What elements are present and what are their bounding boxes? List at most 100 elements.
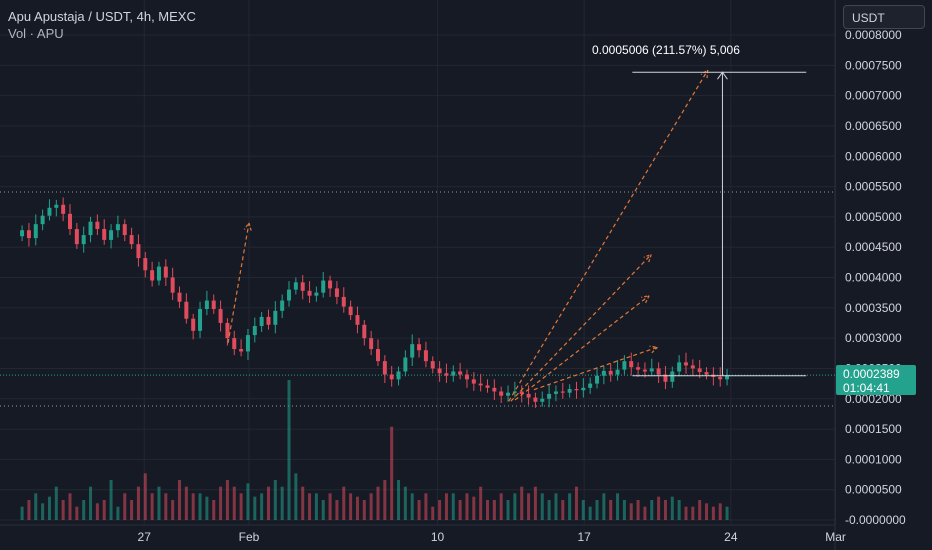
volume-bar	[205, 496, 209, 520]
candle-body	[458, 371, 463, 375]
candle-body	[588, 383, 593, 388]
candle-body	[355, 315, 360, 325]
y-tick-label: 0.0008000	[845, 28, 902, 42]
volume-bar	[109, 480, 113, 520]
candle-body	[156, 266, 161, 281]
volume-bar	[239, 493, 243, 520]
candle-body	[478, 383, 483, 386]
projection-arrow-line	[533, 346, 658, 391]
candle-body	[410, 344, 415, 358]
candle-body	[198, 309, 203, 331]
candle-body	[595, 375, 600, 384]
candle-body	[683, 362, 688, 366]
candle-body	[109, 230, 114, 240]
volume-bar	[266, 486, 270, 520]
volume-bar	[225, 480, 229, 520]
volume-bar	[198, 493, 202, 520]
candle-body	[430, 361, 435, 369]
y-tick-label: 0.0006000	[845, 149, 902, 163]
volume-bar	[636, 500, 640, 520]
current-price-value: 0.0002389	[843, 367, 900, 381]
candle-body	[464, 374, 469, 380]
y-tick-label: 0.0002000	[845, 392, 902, 406]
projection-arrowhead	[243, 221, 252, 231]
volume-bar	[314, 493, 318, 520]
y-tick-label: 0.0003000	[845, 331, 902, 345]
y-tick-label: 0.0001500	[845, 422, 902, 436]
candle-body	[225, 322, 230, 339]
candle-body	[437, 368, 442, 374]
candle-body	[375, 349, 380, 362]
volume-bar	[479, 486, 483, 520]
volume-bar	[602, 493, 606, 520]
projection-arrow-line	[514, 295, 650, 401]
candle-body	[642, 369, 647, 372]
volume-bar	[431, 506, 435, 520]
candle-body	[218, 309, 223, 323]
volume-bar	[718, 503, 722, 520]
volume-bar	[95, 503, 99, 520]
volume-bar	[219, 486, 223, 520]
candle-body	[718, 376, 723, 380]
volume-bar	[705, 503, 709, 520]
y-tick-label: 0.0005000	[845, 210, 902, 224]
candle-body	[252, 326, 257, 336]
candle-body	[615, 369, 620, 375]
volume-bar	[301, 486, 305, 520]
candle-body	[191, 318, 196, 331]
volume-bar	[670, 496, 674, 520]
candle-body	[649, 368, 654, 372]
volume-bar	[725, 506, 729, 520]
candle-body	[403, 357, 408, 372]
candle-body	[547, 393, 552, 399]
y-tick-label: -0.0000000	[845, 513, 906, 527]
volume-bar	[643, 506, 647, 520]
projection-arrowhead	[700, 68, 709, 79]
volume-bar	[691, 506, 695, 520]
volume-bar	[150, 493, 154, 520]
candle-body	[211, 300, 216, 310]
candle-body	[204, 300, 209, 310]
volume-bar	[568, 493, 572, 520]
volume-bar	[280, 486, 284, 520]
candle-body	[328, 280, 333, 289]
candle-body	[417, 344, 422, 351]
volume-bar	[41, 503, 45, 520]
candle-body	[506, 392, 511, 396]
candle-body	[136, 244, 141, 259]
volume-bar	[369, 493, 373, 520]
volume-bar	[321, 500, 325, 520]
volume-bar	[390, 426, 394, 520]
volume-bar	[663, 500, 667, 520]
volume-bar	[650, 500, 654, 520]
candle-body	[54, 204, 59, 208]
candle-body	[293, 282, 298, 290]
candle-body	[567, 389, 572, 393]
volume-bar	[438, 500, 442, 520]
candle-body	[697, 368, 702, 373]
candle-body	[560, 391, 565, 393]
candle-body	[629, 361, 634, 368]
y-tick-label: 0.0007500	[845, 58, 902, 72]
y-tick-label: 0.0006500	[845, 119, 902, 133]
candle-body	[670, 371, 675, 382]
measure-label: 0.0005006 (211.57%) 5,006	[592, 43, 740, 57]
candle-body	[690, 365, 695, 369]
volume-bar	[383, 480, 387, 520]
candle-body	[102, 229, 107, 240]
volume-bar	[328, 493, 332, 520]
candle-body	[232, 338, 237, 350]
volume-bar	[492, 500, 496, 520]
candle-body	[451, 371, 456, 376]
chart-title: Apu Apustaja / USDT, 4h, MEXC	[8, 9, 196, 24]
candle-body	[287, 289, 292, 301]
candle-body	[95, 221, 100, 229]
currency-button[interactable]: USDT	[843, 5, 925, 29]
volume-bar	[581, 500, 585, 520]
candle-body	[67, 213, 72, 229]
candle-body	[423, 350, 428, 362]
volume-bar	[342, 486, 346, 520]
volume-bar	[472, 496, 476, 520]
